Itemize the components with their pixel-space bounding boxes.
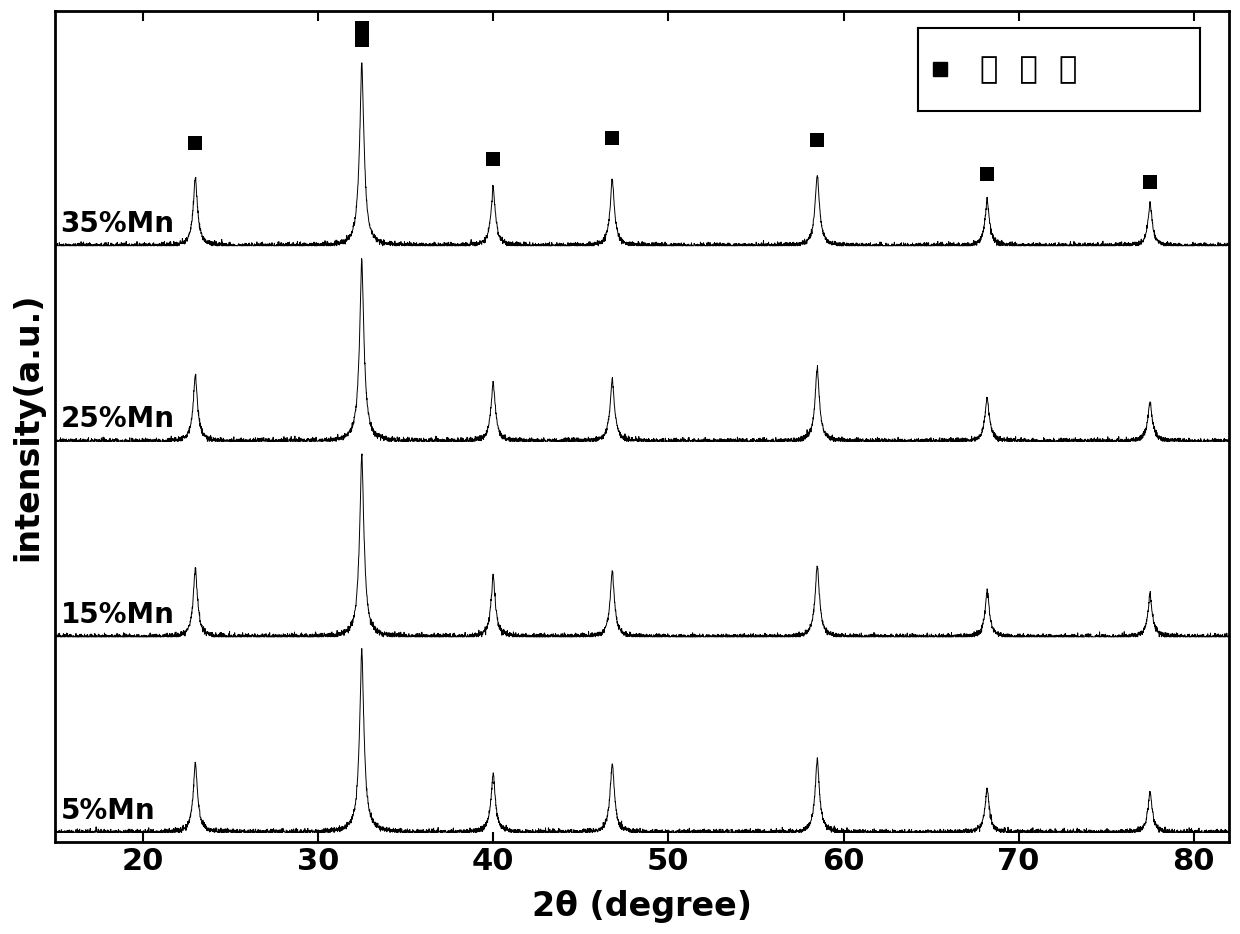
Text: 15%Mn: 15%Mn xyxy=(61,601,175,629)
X-axis label: 2θ (degree): 2θ (degree) xyxy=(532,890,751,923)
Y-axis label: intensity(a.u.): intensity(a.u.) xyxy=(11,292,45,561)
Text: 25%Mn: 25%Mn xyxy=(61,405,175,433)
Text: 35%Mn: 35%Mn xyxy=(61,210,175,238)
Text: 5%Mn: 5%Mn xyxy=(61,797,155,825)
